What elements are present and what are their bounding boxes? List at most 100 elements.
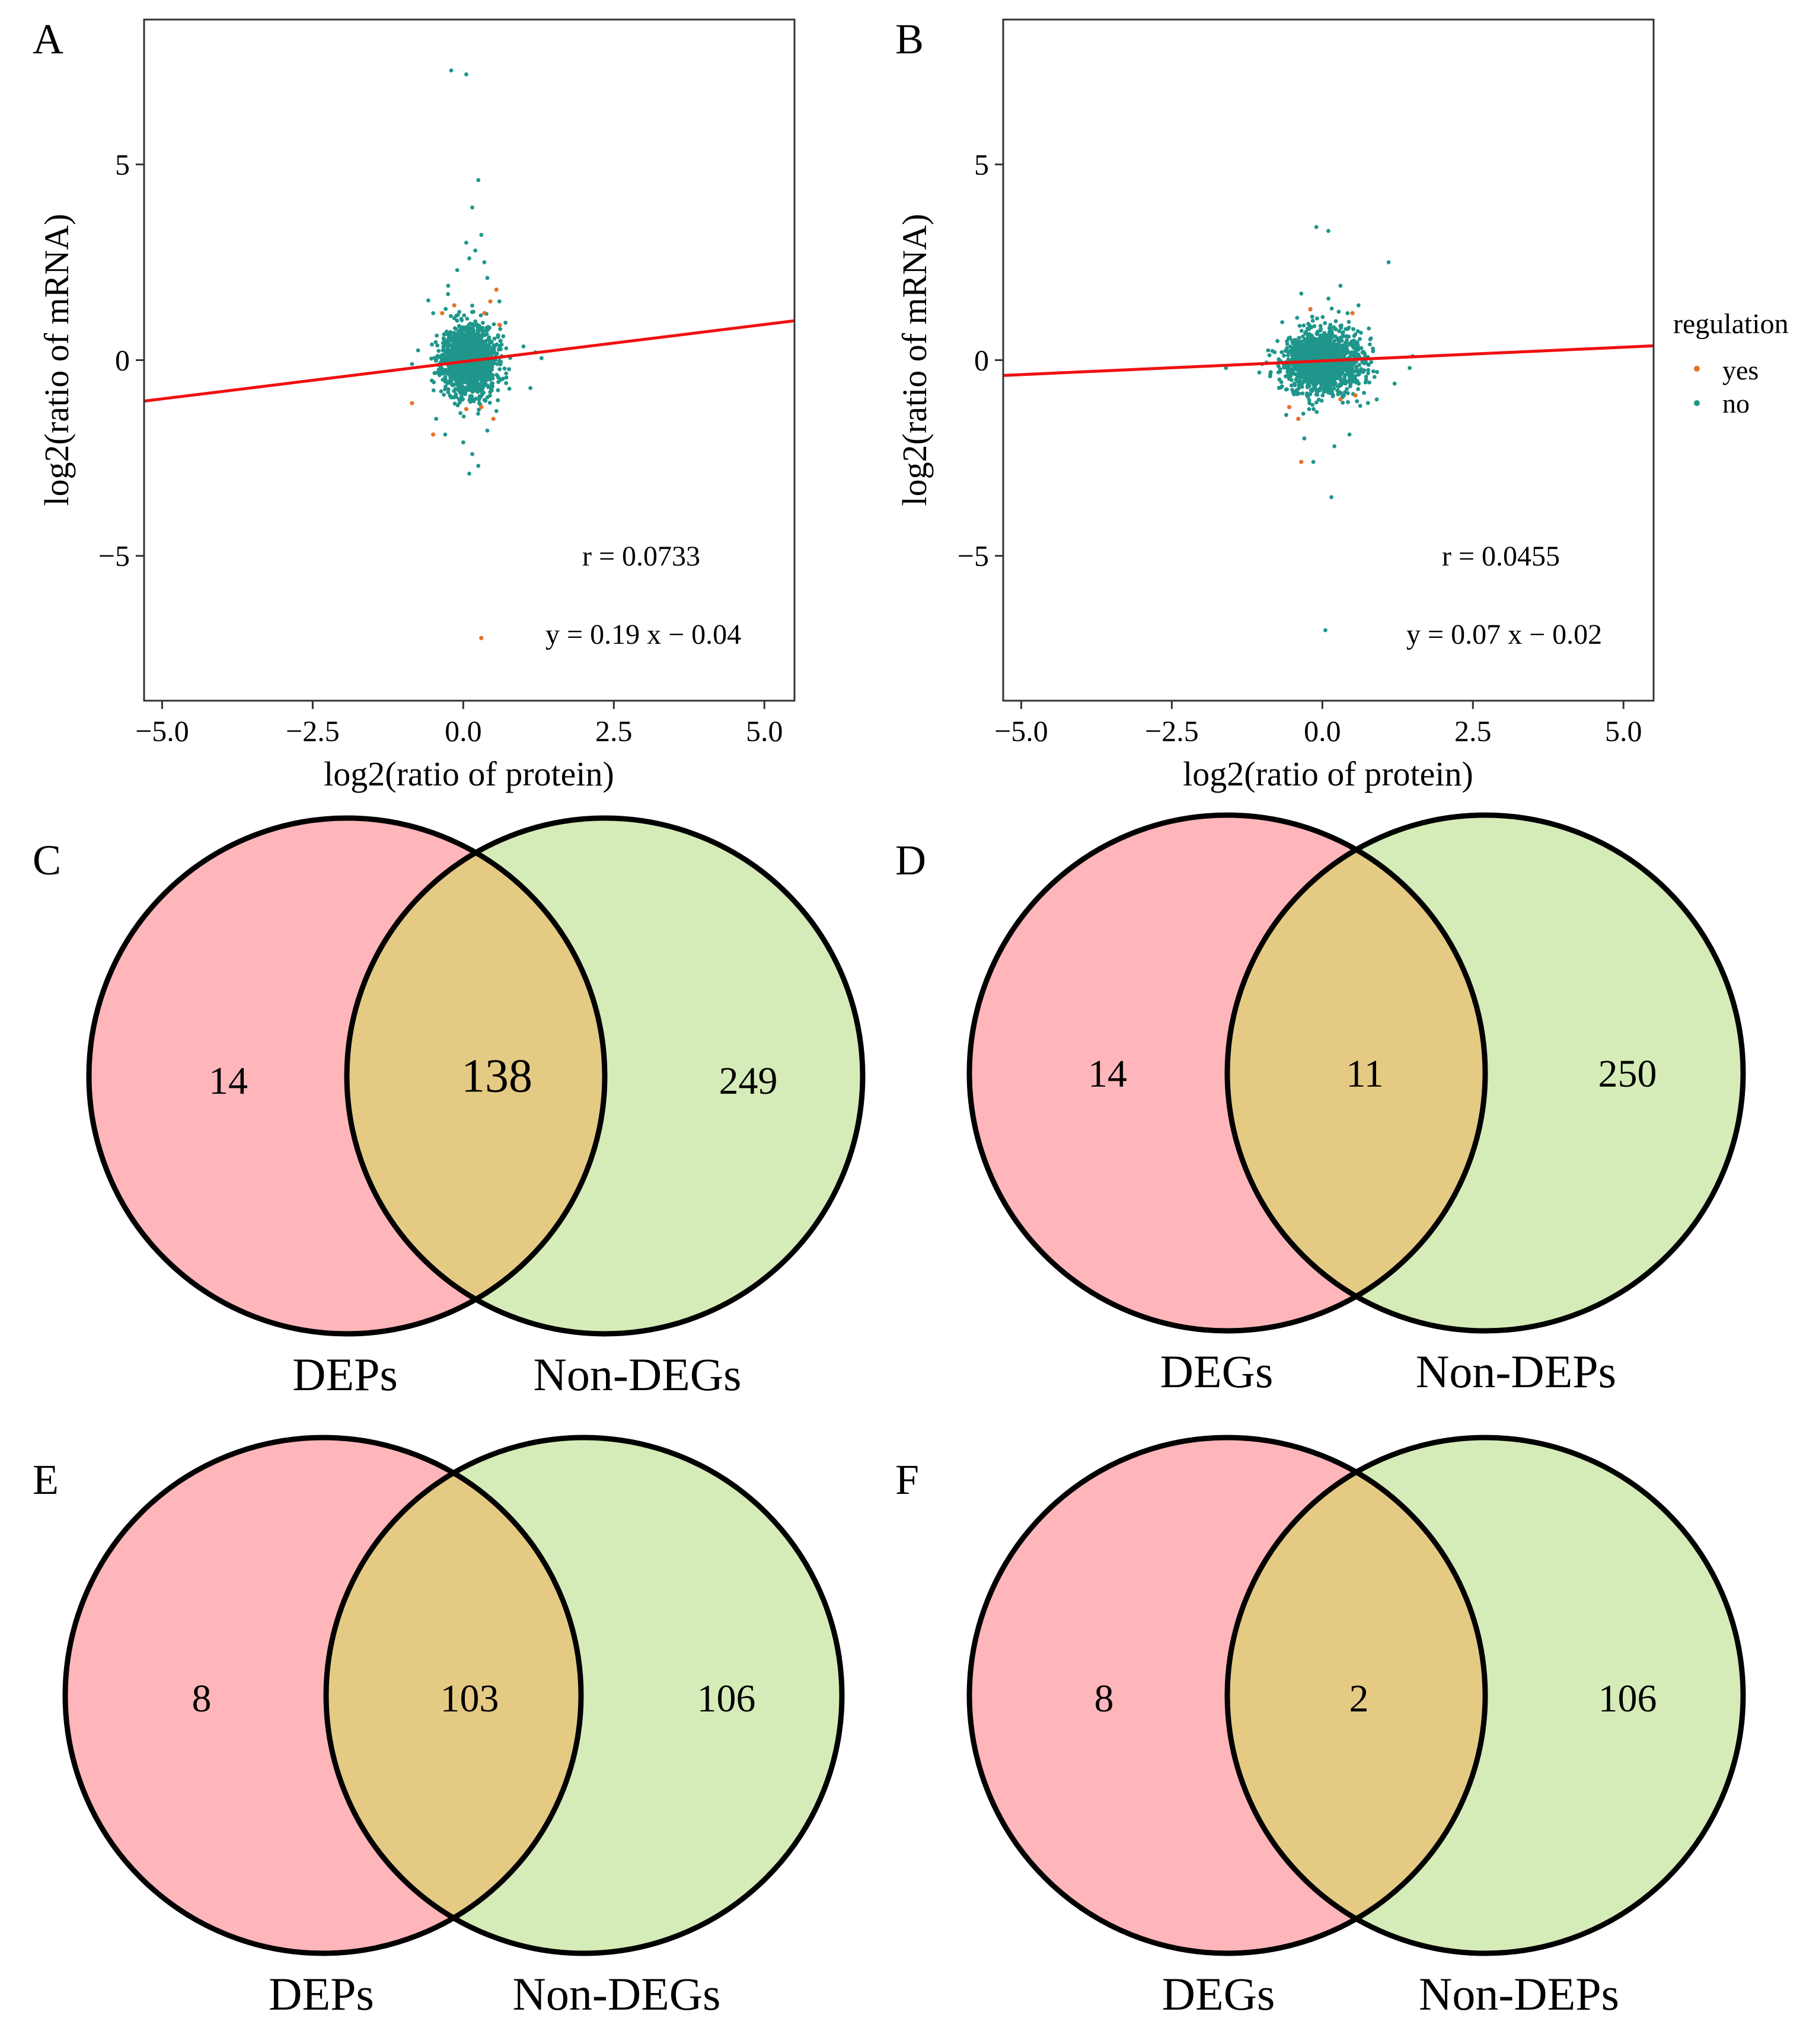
point-no xyxy=(1285,373,1290,378)
point-no xyxy=(494,373,499,377)
point-no xyxy=(1294,377,1298,382)
y-tick-label: 5 xyxy=(974,148,989,181)
point-no xyxy=(449,314,453,318)
point-no xyxy=(470,452,474,456)
point-no xyxy=(479,232,484,237)
point-no xyxy=(1299,328,1304,333)
venn-set-label-b: Non-DEPs xyxy=(1419,1968,1619,2020)
point-no xyxy=(1364,375,1368,379)
point-no xyxy=(1293,381,1297,385)
point-no xyxy=(1338,283,1343,288)
point-no xyxy=(1317,379,1322,384)
point-no xyxy=(1348,382,1353,387)
venn-overlap xyxy=(1227,849,1485,1296)
point-no xyxy=(458,380,463,385)
point-no xyxy=(1307,398,1311,403)
point-no xyxy=(1339,323,1343,328)
point-no xyxy=(458,341,462,346)
point-no xyxy=(439,357,444,362)
point-no xyxy=(1347,375,1352,379)
point-no xyxy=(481,321,485,325)
point-no xyxy=(462,313,467,318)
point-no xyxy=(460,391,465,395)
point-yes xyxy=(1299,459,1304,464)
venn-outline-b xyxy=(344,815,866,1337)
point-yes xyxy=(410,401,414,405)
point-no xyxy=(1316,330,1320,334)
point-no xyxy=(468,382,473,387)
point-no xyxy=(477,328,481,333)
point-no xyxy=(1350,340,1355,344)
point-yes xyxy=(491,416,496,421)
point-no xyxy=(1279,350,1284,354)
point-no xyxy=(1323,350,1328,354)
point-no xyxy=(1320,393,1325,398)
venn-panel-d: D 14 11 250 DEGs Non-DEPs xyxy=(895,812,1746,1397)
point-no xyxy=(490,388,494,392)
point-no xyxy=(1299,370,1303,375)
point-no xyxy=(1335,343,1339,347)
point-no xyxy=(1312,370,1317,374)
point-no xyxy=(1349,368,1354,372)
venn-outline-a xyxy=(86,815,608,1337)
point-no xyxy=(452,326,457,330)
point-no xyxy=(1310,387,1315,391)
point-no xyxy=(1351,344,1355,349)
point-no xyxy=(443,376,448,381)
y-tick-label: 0 xyxy=(115,344,130,377)
venn-outline-a xyxy=(62,1435,584,1956)
venn-set-label-a: DEGs xyxy=(1162,1968,1275,2020)
point-no xyxy=(1302,436,1307,440)
point-no xyxy=(1342,375,1347,379)
point-no xyxy=(1314,389,1319,394)
point-no xyxy=(1275,338,1280,343)
venn-set-label-b: Non-DEPs xyxy=(1416,1346,1616,1397)
point-no xyxy=(1344,340,1349,344)
point-no xyxy=(1324,383,1329,387)
point-no xyxy=(504,375,509,380)
point-no xyxy=(1368,342,1372,347)
point-no xyxy=(1295,315,1300,320)
venn-value-only-b: 250 xyxy=(1598,1052,1657,1096)
point-no xyxy=(1332,349,1336,353)
point-no xyxy=(440,369,445,373)
point-no xyxy=(1224,366,1228,371)
point-no xyxy=(1266,348,1271,353)
point-yes xyxy=(1308,307,1313,312)
point-yes xyxy=(494,288,499,292)
point-no xyxy=(485,373,490,378)
point-no xyxy=(1336,309,1341,314)
venn-panel-e: E 8 103 106 DEPs Non-DEGs xyxy=(33,1435,845,2020)
point-no xyxy=(461,440,465,445)
x-tick-label: 0.0 xyxy=(1304,714,1341,748)
point-no xyxy=(1294,372,1299,377)
point-no xyxy=(480,346,484,350)
point-no xyxy=(1332,444,1337,449)
point-no xyxy=(1336,384,1341,389)
point-no xyxy=(492,347,496,352)
point-no xyxy=(1362,391,1366,395)
point-no xyxy=(487,336,492,340)
point-no xyxy=(458,411,462,416)
point-no xyxy=(498,327,503,331)
point-no xyxy=(1332,338,1337,343)
point-no xyxy=(455,371,460,375)
point-no xyxy=(1297,336,1301,340)
point-no xyxy=(467,471,471,476)
y-axis-label-b: log2(ratio of mRNA) xyxy=(895,214,934,506)
y-axis-label-a: log2(ratio of mRNA) xyxy=(37,214,76,506)
point-no xyxy=(1282,353,1286,358)
point-no xyxy=(1321,366,1326,371)
point-no xyxy=(1352,334,1357,338)
point-no xyxy=(1330,343,1335,347)
point-no xyxy=(477,338,482,343)
point-no xyxy=(1288,373,1293,378)
legend-label-no: no xyxy=(1722,388,1750,419)
point-no xyxy=(1357,363,1362,368)
point-no xyxy=(1307,401,1312,405)
point-no xyxy=(497,299,502,304)
point-no xyxy=(1323,321,1327,325)
point-no xyxy=(457,338,461,342)
point-no xyxy=(1333,327,1338,331)
point-no xyxy=(449,68,454,73)
